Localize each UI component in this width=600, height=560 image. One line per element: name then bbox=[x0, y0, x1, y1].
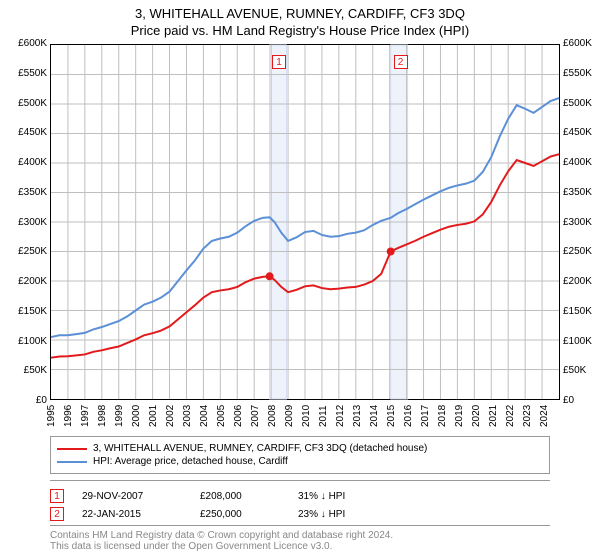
x-tick-label: 2004 bbox=[199, 405, 210, 427]
legend: 3, WHITEHALL AVENUE, RUMNEY, CARDIFF, CF… bbox=[50, 436, 550, 474]
y-tick-label: £400K bbox=[3, 157, 47, 168]
legend-row: 3, WHITEHALL AVENUE, RUMNEY, CARDIFF, CF… bbox=[57, 443, 543, 454]
transaction-date: 29-NOV-2007 bbox=[82, 491, 182, 502]
y-tick-label: £50K bbox=[3, 365, 47, 376]
x-tick-label: 2015 bbox=[386, 405, 397, 427]
x-tick-label: 2001 bbox=[148, 405, 159, 427]
x-tick-label: 2023 bbox=[522, 405, 533, 427]
footer: Contains HM Land Registry data © Crown c… bbox=[50, 525, 550, 552]
sale-marker: 1 bbox=[272, 55, 286, 69]
y-tick-label: £0 bbox=[3, 395, 47, 406]
x-tick-label: 1999 bbox=[114, 405, 125, 427]
y-tick-label: £450K bbox=[563, 127, 600, 138]
footer-line-1: Contains HM Land Registry data © Crown c… bbox=[50, 530, 550, 541]
plot-svg bbox=[51, 45, 559, 399]
x-tick-label: 2016 bbox=[403, 405, 414, 427]
y-tick-label: £250K bbox=[563, 246, 600, 257]
x-axis: 1995199619971998199920002001200220032004… bbox=[51, 399, 559, 429]
y-tick-label: £400K bbox=[563, 157, 600, 168]
x-tick-label: 2011 bbox=[318, 405, 329, 427]
y-tick-label: £600K bbox=[563, 38, 600, 49]
x-tick-label: 2018 bbox=[437, 405, 448, 427]
y-tick-label: £500K bbox=[3, 98, 47, 109]
x-tick-label: 2024 bbox=[539, 405, 550, 427]
transaction-index: 2 bbox=[50, 507, 64, 521]
x-tick-label: 2005 bbox=[216, 405, 227, 427]
x-tick-label: 2021 bbox=[488, 405, 499, 427]
y-tick-label: £50K bbox=[563, 365, 600, 376]
x-tick-label: 2009 bbox=[284, 405, 295, 427]
x-tick-label: 2010 bbox=[301, 405, 312, 427]
x-tick-label: 2022 bbox=[505, 405, 516, 427]
transaction-rel-hpi: 23% ↓ HPI bbox=[298, 509, 388, 520]
x-tick-label: 1996 bbox=[63, 405, 74, 427]
transaction-index: 1 bbox=[50, 489, 64, 503]
y-axis-right: £600K £550K £500K £450K £400K £350K £300K £250K… bbox=[563, 38, 600, 406]
y-tick-label: £250K bbox=[3, 246, 47, 257]
x-tick-label: 2002 bbox=[165, 405, 176, 427]
y-tick-label: £100K bbox=[3, 336, 47, 347]
legend-label: 3, WHITEHALL AVENUE, RUMNEY, CARDIFF, CF… bbox=[93, 443, 427, 454]
chart-plot-area: £600K£550K£500K£450K£400K£350K£300K£250K… bbox=[50, 44, 560, 400]
x-tick-label: 2017 bbox=[420, 405, 431, 427]
legend-swatch bbox=[57, 448, 87, 450]
y-tick-label: £550K bbox=[563, 68, 600, 79]
x-tick-label: 1997 bbox=[80, 405, 91, 427]
y-axis-left: £600K £550K £500K £450K £400K £350K £300K £250K… bbox=[3, 38, 47, 406]
chart-container: 3, WHITEHALL AVENUE, RUMNEY, CARDIFF, CF… bbox=[0, 0, 600, 558]
y-tick-label: £600K bbox=[3, 38, 47, 49]
y-tick-label: £350K bbox=[3, 187, 47, 198]
transaction-price: £208,000 bbox=[200, 491, 280, 502]
y-tick-label: £550K bbox=[3, 68, 47, 79]
y-tick-label: £200K bbox=[563, 276, 600, 287]
y-tick-label: £150K bbox=[3, 306, 47, 317]
x-tick-label: 2003 bbox=[182, 405, 193, 427]
title-main: 3, WHITEHALL AVENUE, RUMNEY, CARDIFF, CF… bbox=[6, 6, 594, 21]
y-tick-label: £500K bbox=[563, 98, 600, 109]
x-tick-label: 2012 bbox=[335, 405, 346, 427]
x-tick-label: 1995 bbox=[46, 405, 57, 427]
x-tick-label: 2020 bbox=[471, 405, 482, 427]
legend-label: HPI: Average price, detached house, Card… bbox=[93, 456, 288, 467]
x-tick-label: 2014 bbox=[369, 405, 380, 427]
transaction-rel-hpi: 31% ↓ HPI bbox=[298, 491, 388, 502]
y-tick-label: £200K bbox=[3, 276, 47, 287]
transactions-table: 1 29-NOV-2007 £208,000 31% ↓ HPI 2 22-JAN-201… bbox=[50, 480, 550, 521]
sale-point bbox=[266, 272, 274, 280]
x-tick-label: 2013 bbox=[352, 405, 363, 427]
title-sub: Price paid vs. HM Land Registry's House … bbox=[6, 23, 594, 38]
x-tick-label: 2008 bbox=[267, 405, 278, 427]
y-tick-label: £100K bbox=[563, 336, 600, 347]
x-tick-label: 2019 bbox=[454, 405, 465, 427]
y-tick-label: £0 bbox=[563, 395, 600, 406]
y-tick-label: £450K bbox=[3, 127, 47, 138]
legend-row: HPI: Average price, detached house, Card… bbox=[57, 456, 543, 467]
x-tick-label: 2007 bbox=[250, 405, 261, 427]
title-block: 3, WHITEHALL AVENUE, RUMNEY, CARDIFF, CF… bbox=[6, 6, 594, 38]
transaction-row: 1 29-NOV-2007 £208,000 31% ↓ HPI bbox=[50, 489, 550, 503]
y-tick-label: £300K bbox=[3, 217, 47, 228]
x-tick-label: 2000 bbox=[131, 405, 142, 427]
transaction-price: £250,000 bbox=[200, 509, 280, 520]
footer-line-2: This data is licensed under the Open Gov… bbox=[50, 541, 550, 552]
transaction-date: 22-JAN-2015 bbox=[82, 509, 182, 520]
sale-point bbox=[387, 248, 395, 256]
transaction-row: 2 22-JAN-2015 £250,000 23% ↓ HPI bbox=[50, 507, 550, 521]
y-tick-label: £150K bbox=[563, 306, 600, 317]
y-tick-label: £350K bbox=[563, 187, 600, 198]
sale-marker: 2 bbox=[394, 55, 408, 69]
y-tick-label: £300K bbox=[563, 217, 600, 228]
x-tick-label: 2006 bbox=[233, 405, 244, 427]
x-tick-label: 1998 bbox=[97, 405, 108, 427]
legend-swatch bbox=[57, 461, 87, 463]
